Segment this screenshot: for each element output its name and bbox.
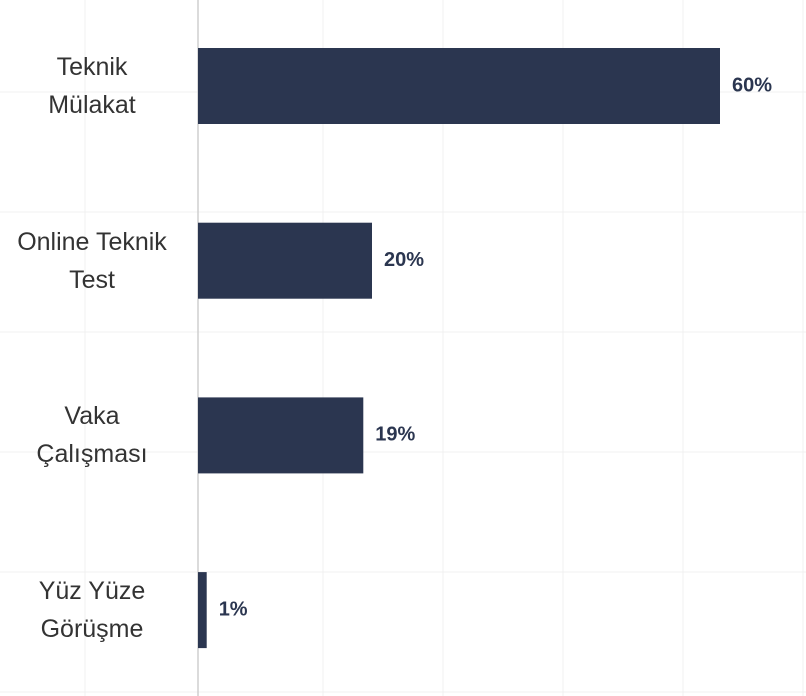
category-label: Vaka Çalışması bbox=[36, 402, 148, 469]
value-label: 1% bbox=[219, 598, 248, 620]
category-label: Teknik Mülakat bbox=[48, 53, 136, 119]
bar bbox=[198, 397, 364, 474]
bar bbox=[198, 48, 720, 124]
value-label: 60% bbox=[732, 74, 772, 96]
bar bbox=[198, 222, 372, 299]
category-label: Yüz Yüze Görüşme bbox=[38, 577, 146, 644]
bar bbox=[198, 572, 207, 649]
value-label: 19% bbox=[375, 424, 415, 446]
category-label: Online Teknik Test bbox=[17, 227, 167, 294]
value-label: 20% bbox=[384, 249, 424, 271]
